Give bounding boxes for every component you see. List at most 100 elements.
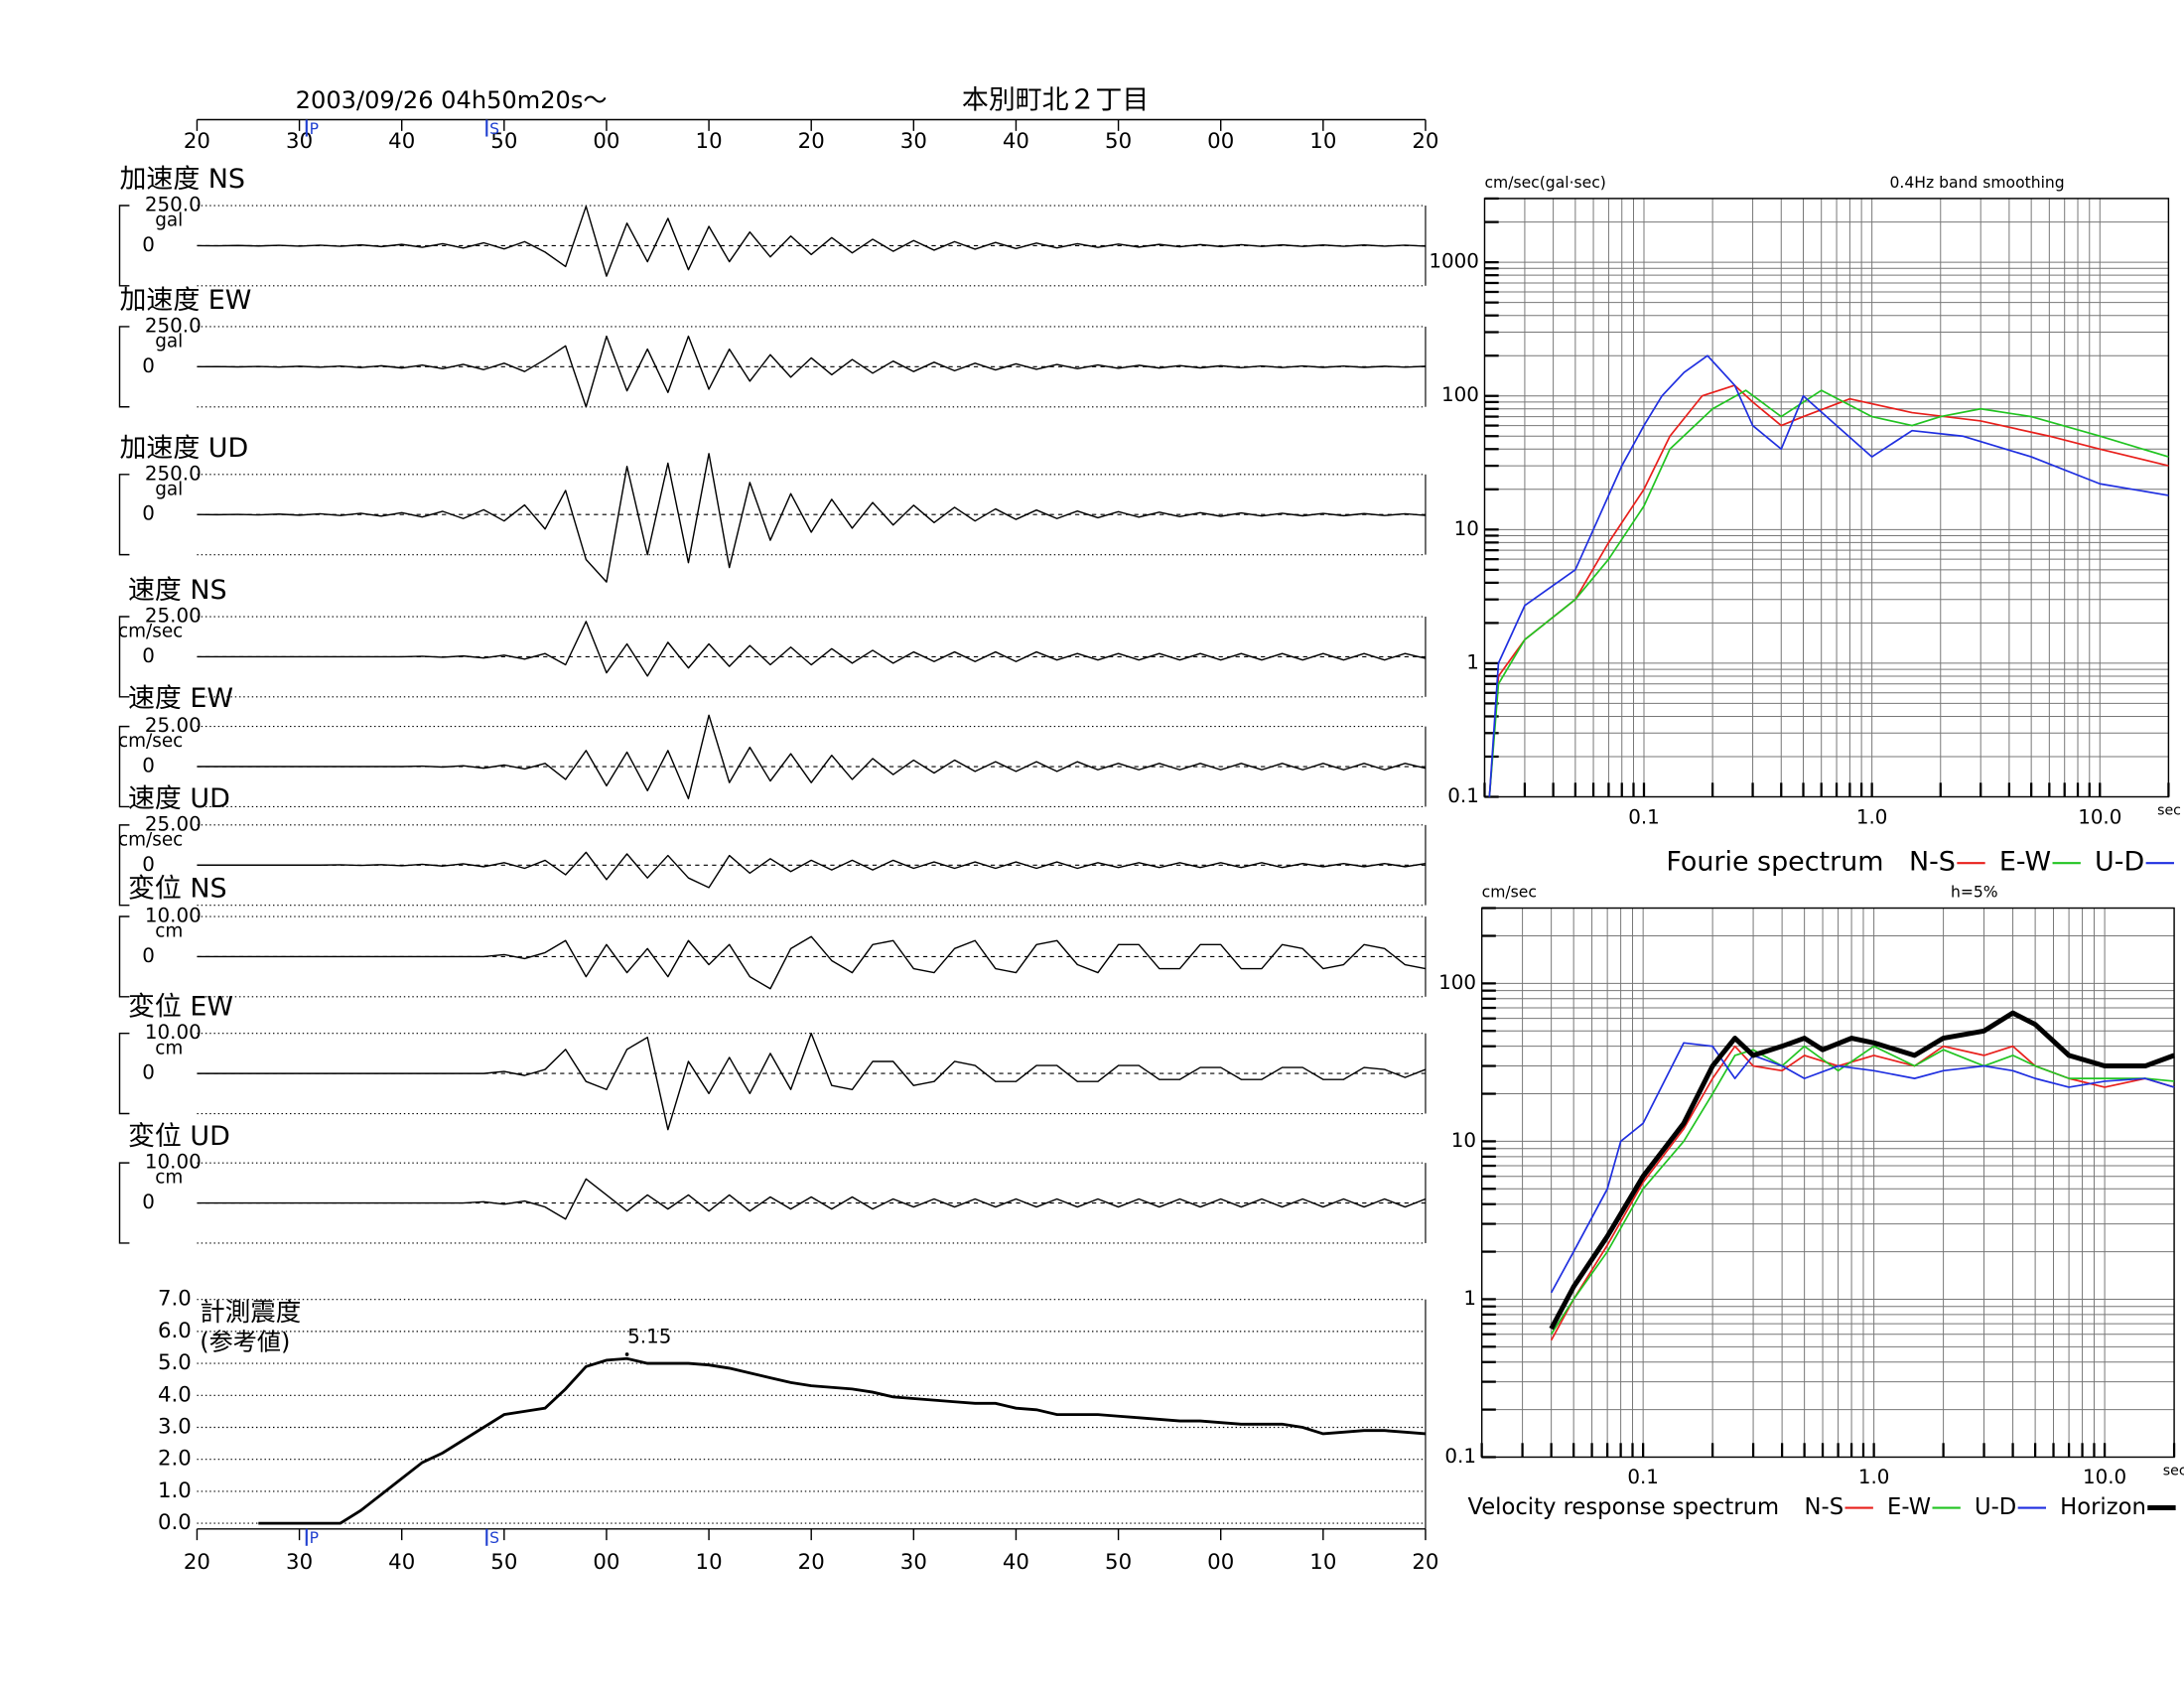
note: 0.4Hz band smoothing — [1890, 174, 2065, 192]
y-tick-label: 0 — [142, 644, 155, 667]
x-tick-label: 20 — [184, 1550, 210, 1575]
y-tick-label: 100 — [1441, 383, 1479, 406]
x-tick-label: 50 — [1105, 129, 1132, 154]
y-tick-label: 250.0 — [145, 194, 202, 216]
x-tick-label: 0.1 — [1628, 805, 1660, 828]
waveform — [197, 453, 1427, 583]
legend-label: Horizon — [2060, 1494, 2146, 1520]
y-tick-label: 5.0 — [158, 1350, 192, 1375]
y-tick-label: 0 — [142, 853, 155, 876]
spectrum-line — [1488, 384, 2169, 797]
y-tick-label: 3.0 — [158, 1414, 192, 1439]
peak-dot — [624, 1352, 629, 1356]
x-tick-label: 50 — [490, 1550, 517, 1575]
waveform — [197, 714, 1427, 800]
y-tick-label: 25.00 — [145, 605, 202, 628]
legend-label: E-W — [1887, 1494, 1931, 1520]
y-tick-label: 1.0 — [158, 1478, 192, 1503]
y-axis-label: cm/sec(gal·sec) — [1484, 174, 1605, 192]
y-tick-label: 6.0 — [158, 1319, 192, 1343]
spectrum-line — [1549, 1010, 2175, 1331]
y-tick-label: 0 — [142, 944, 155, 967]
spectrum-line — [1488, 354, 2169, 797]
y-tick-label: 10.00 — [145, 1021, 202, 1044]
y-tick-label: 10.00 — [145, 905, 202, 927]
spectrum-line — [1550, 1042, 2175, 1294]
x-tick-label: 40 — [1003, 129, 1029, 154]
y-tick-label: 2.0 — [158, 1447, 192, 1472]
y-tick-label: 25.00 — [145, 812, 202, 835]
x-tick-label: 40 — [388, 1550, 415, 1575]
chart-title: Fourie spectrum — [1666, 847, 1883, 878]
note: h=5% — [1951, 883, 1998, 901]
panel-bracket — [118, 915, 130, 998]
unit-label: cm — [155, 1168, 183, 1189]
x-tick-label: 1.0 — [1858, 1466, 1890, 1488]
y-tick-label: 0.1 — [1447, 784, 1479, 807]
panel-bracket — [118, 616, 130, 698]
y-tick-label: 0 — [142, 502, 155, 525]
x-tick-label: 0.1 — [1627, 1466, 1659, 1488]
legend-label: U-D — [1975, 1494, 2016, 1520]
x-tick-label: 20 — [1412, 129, 1438, 154]
panel-bracket — [118, 205, 130, 287]
x-tick-label: 50 — [490, 129, 517, 154]
spectrum-line — [1550, 1045, 2175, 1336]
phase-label: S — [489, 120, 499, 138]
y-tick-label: 0 — [142, 354, 155, 377]
x-tick-label: 20 — [1412, 1550, 1438, 1575]
panel-title: 速度 EW — [128, 683, 233, 714]
panel-title: 変位 NS — [128, 874, 227, 905]
unit-label: gal — [155, 479, 183, 499]
waveform — [197, 935, 1427, 990]
x-tick-label: 00 — [1207, 1550, 1234, 1575]
unit-label: gal — [155, 332, 183, 352]
intensity-subtitle: (参考値) — [200, 1329, 290, 1356]
x-tick-label: 20 — [798, 1550, 825, 1575]
y-tick-label: 1 — [1463, 1287, 1476, 1310]
panel-title: 変位 EW — [128, 992, 233, 1023]
y-tick-label: 7.0 — [158, 1287, 192, 1312]
x-tick-label: 10 — [1309, 1550, 1336, 1575]
chart-title: Velocity response spectrum — [1467, 1494, 1779, 1520]
y-tick-label: 10.00 — [145, 1151, 202, 1174]
y-tick-label: 1000 — [1429, 250, 1478, 273]
phase-label: S — [489, 1529, 499, 1547]
intensity-line — [258, 1356, 1427, 1525]
phase-label: P — [310, 1529, 319, 1547]
legend-label: N-S — [1805, 1494, 1844, 1520]
x-tick-label: 40 — [388, 129, 415, 154]
y-axis-label: cm/sec — [1482, 883, 1537, 901]
legend-label: E-W — [1999, 847, 2051, 878]
x-tick-label: 10 — [696, 1550, 723, 1575]
x-tick-label: 20 — [184, 129, 210, 154]
x-axis-label: sec — [2163, 1464, 2184, 1479]
intensity-title: 計測震度 — [200, 1298, 301, 1328]
panel-title: 加速度 UD — [119, 433, 248, 464]
y-tick-label: 25.00 — [145, 714, 202, 737]
peak-label: 5.15 — [627, 1325, 671, 1347]
chart-title: 2003/09/26 04h50m20s〜 — [296, 86, 608, 114]
x-tick-label: 10.0 — [2078, 805, 2121, 828]
x-tick-label: 40 — [1003, 1550, 1029, 1575]
x-tick-label: 00 — [593, 1550, 619, 1575]
y-tick-label: 100 — [1438, 971, 1476, 994]
legend-label: N-S — [1909, 847, 1956, 878]
y-tick-label: 0 — [142, 755, 155, 777]
y-tick-label: 4.0 — [158, 1382, 192, 1407]
spectrum-line — [1488, 389, 2169, 797]
y-tick-label: 10 — [1454, 517, 1479, 540]
unit-label: gal — [155, 211, 183, 231]
x-tick-label: 30 — [286, 129, 313, 154]
panel-title: 速度 UD — [128, 783, 230, 814]
panel-bracket — [118, 824, 130, 907]
y-tick-label: 0 — [142, 1061, 155, 1084]
x-tick-label: 00 — [593, 129, 619, 154]
station-name: 本別町北２丁目 — [962, 85, 1149, 116]
unit-label: cm/sec — [118, 731, 183, 752]
x-tick-label: 1.0 — [1856, 805, 1888, 828]
y-tick-label: 0 — [142, 233, 155, 256]
waveform — [197, 335, 1426, 408]
x-tick-label: 50 — [1105, 1550, 1132, 1575]
